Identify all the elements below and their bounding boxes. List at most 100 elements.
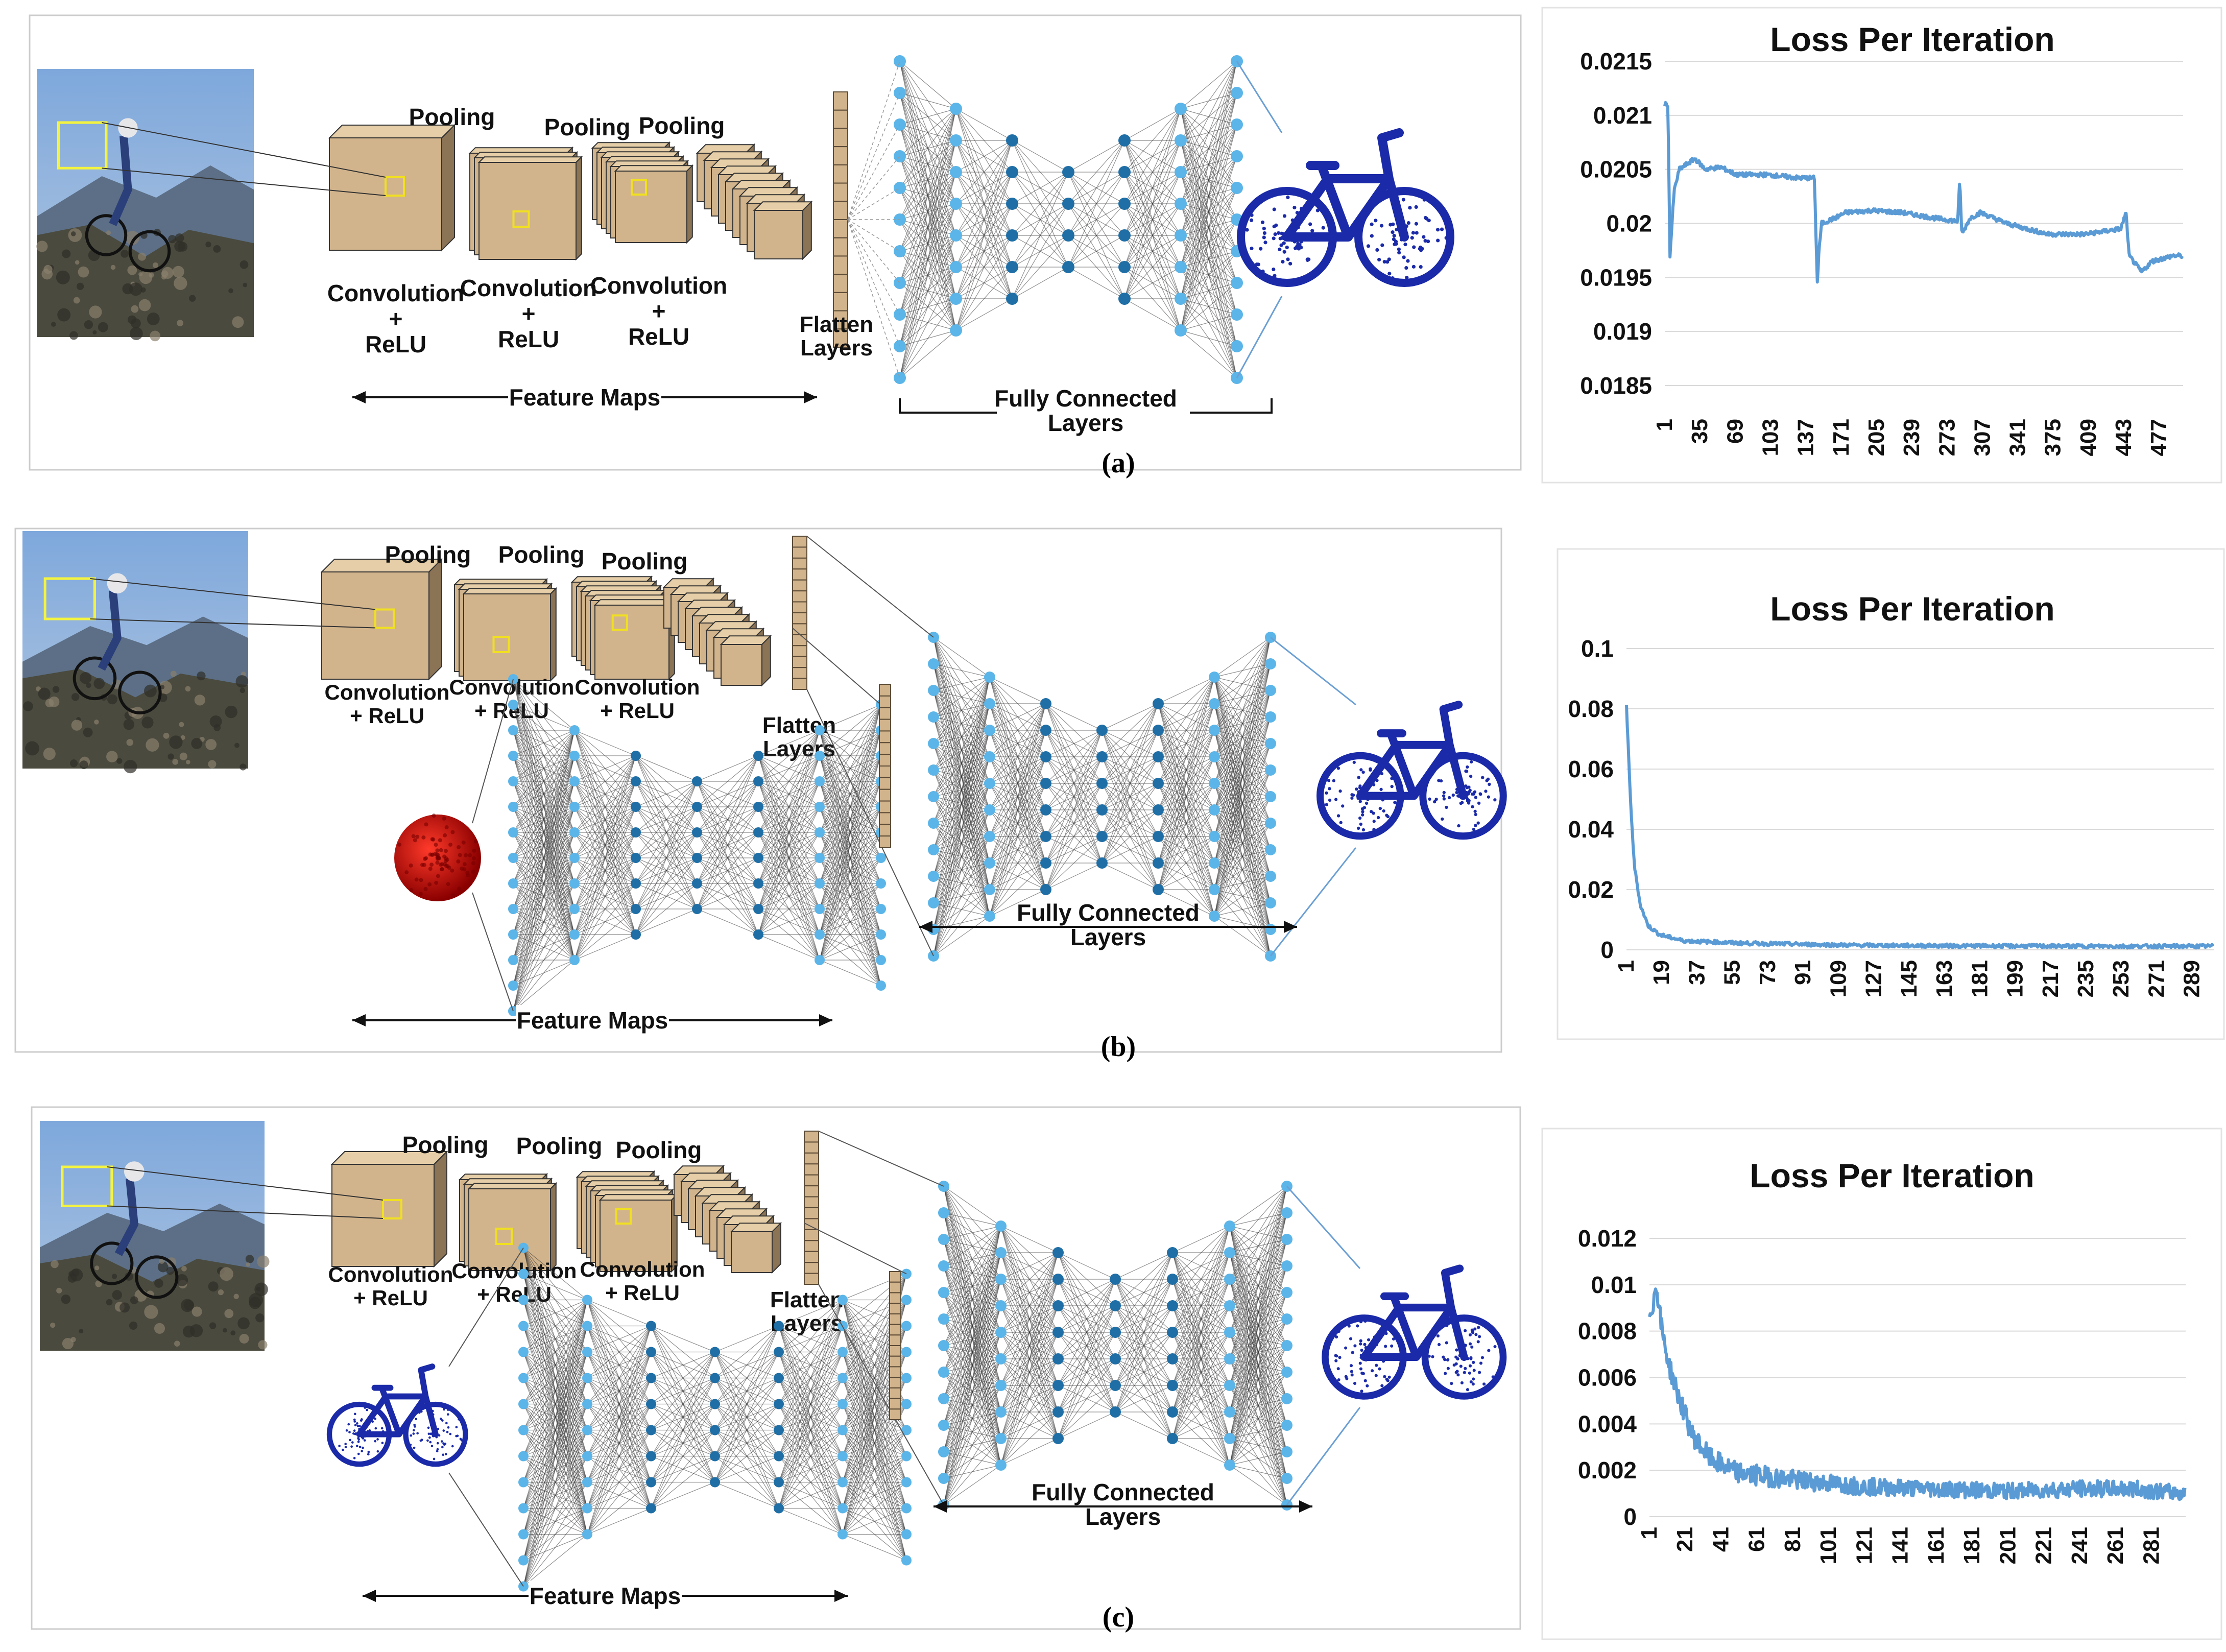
sphere-point — [429, 852, 434, 857]
x-tick-label: 253 — [2109, 960, 2134, 997]
bike-point — [1282, 250, 1286, 254]
connection — [1214, 637, 1271, 757]
y-tick-label: 0.012 — [1578, 1225, 1637, 1252]
neuron — [1224, 1433, 1235, 1444]
flatten-cell — [879, 765, 891, 778]
bike-point — [1470, 792, 1474, 796]
connection — [1045, 756, 1103, 890]
photo-rock — [239, 1334, 249, 1344]
connection — [635, 832, 698, 935]
neuron — [508, 955, 518, 965]
bike-point — [445, 1422, 448, 1425]
connection — [513, 755, 575, 1012]
bike-point — [1263, 241, 1267, 245]
connection — [1180, 330, 1237, 347]
bike-point — [1401, 198, 1405, 202]
connection — [1229, 1372, 1287, 1466]
feature-maps-label: Feature Maps — [517, 1007, 668, 1034]
bike-point — [1327, 779, 1331, 782]
bike-point — [1372, 827, 1376, 831]
sphere-point — [443, 849, 448, 853]
neuron — [1153, 857, 1164, 869]
x-tick-label: 307 — [1970, 419, 1995, 456]
output-projection — [1270, 636, 1356, 706]
connection — [943, 1226, 1001, 1266]
connection — [1180, 61, 1237, 268]
bike-point — [1372, 820, 1376, 823]
filter-window — [512, 210, 530, 228]
connection — [1045, 703, 1103, 731]
projection-line — [90, 578, 376, 610]
bike-point — [1250, 213, 1254, 217]
connection — [523, 1430, 588, 1587]
neuron — [1118, 166, 1131, 178]
bike-point — [1386, 1379, 1390, 1382]
conv-relu-label: + — [522, 300, 536, 327]
bike-point — [1471, 805, 1474, 808]
x-tick-label: 1 — [1652, 419, 1677, 431]
sphere-point — [462, 862, 467, 867]
connection — [1012, 172, 1069, 236]
connection — [1058, 1385, 1116, 1439]
neuron — [1110, 1353, 1121, 1364]
connection — [778, 1430, 843, 1509]
neuron — [631, 751, 641, 761]
flatten-cell — [889, 1324, 901, 1336]
bike-point — [1459, 1364, 1463, 1368]
connection — [758, 730, 820, 756]
connection — [1180, 251, 1237, 331]
bike-point — [1272, 267, 1276, 272]
neuron — [1118, 293, 1131, 305]
neuron — [1224, 1247, 1235, 1258]
neuron — [1062, 229, 1074, 242]
neuron — [837, 1425, 848, 1435]
cube-top — [753, 201, 813, 211]
arrowhead — [352, 1014, 366, 1026]
connection — [1158, 677, 1215, 837]
connection — [758, 730, 820, 909]
connection — [1102, 703, 1159, 837]
neuron — [569, 878, 580, 889]
y-tick-label: 0.02 — [1606, 210, 1652, 237]
neuron — [837, 1529, 848, 1540]
connection — [933, 677, 990, 956]
bike-point — [1336, 767, 1341, 770]
connection — [1229, 1186, 1287, 1439]
fc-label: Fully Connected — [994, 385, 1177, 412]
conv-relu-label: ReLU — [628, 323, 689, 350]
connection — [778, 1299, 843, 1327]
connection — [1124, 108, 1181, 299]
connection — [574, 934, 636, 961]
bike-point — [1433, 800, 1437, 804]
neuron — [1062, 198, 1074, 210]
neuron — [1224, 1380, 1235, 1391]
neuron — [1281, 1473, 1292, 1484]
bike-point — [442, 1453, 444, 1456]
sphere-point — [415, 834, 420, 839]
neuron — [1110, 1300, 1121, 1311]
connection — [574, 755, 636, 961]
bike-point — [1278, 247, 1282, 251]
connection — [697, 806, 759, 909]
connection — [899, 92, 956, 109]
bike-point — [1334, 798, 1338, 801]
bike-point — [1454, 1362, 1458, 1366]
connection — [1214, 770, 1271, 917]
bike-point — [1464, 784, 1468, 788]
bike-point — [1274, 223, 1278, 227]
connection — [587, 1326, 652, 1378]
flatten-cell — [879, 835, 891, 848]
photo-rock — [185, 686, 191, 692]
bike-wheel — [1354, 187, 1454, 287]
photo-rock — [256, 1286, 261, 1291]
sphere-point — [446, 882, 450, 887]
connection — [758, 730, 820, 807]
bike-point — [1392, 233, 1396, 238]
photo-rock — [71, 720, 83, 731]
y-tick-label: 0.06 — [1568, 756, 1614, 782]
photo-rock — [119, 1302, 130, 1313]
connection — [1068, 235, 1125, 268]
flatten-layer — [792, 536, 807, 690]
connection — [697, 908, 759, 935]
connection — [1068, 203, 1125, 268]
